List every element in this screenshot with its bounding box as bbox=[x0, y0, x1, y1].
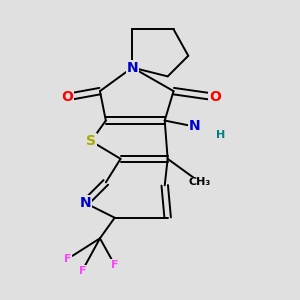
Text: CH₃: CH₃ bbox=[189, 177, 211, 188]
Text: N: N bbox=[127, 61, 138, 75]
Text: H: H bbox=[216, 130, 225, 140]
Text: F: F bbox=[64, 254, 71, 264]
Text: O: O bbox=[61, 90, 74, 104]
Text: N: N bbox=[188, 119, 200, 134]
Text: S: S bbox=[86, 134, 96, 148]
Text: O: O bbox=[209, 90, 221, 104]
Text: F: F bbox=[79, 266, 86, 276]
Text: F: F bbox=[111, 260, 118, 270]
Text: N: N bbox=[80, 196, 91, 210]
